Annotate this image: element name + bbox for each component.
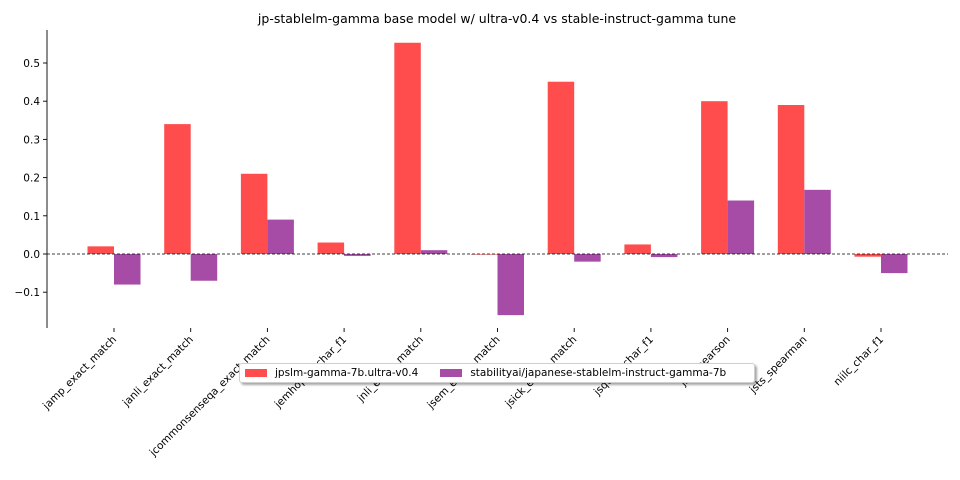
bar-series-2-jsts_pearson: [727, 200, 755, 254]
bar-series-2-jemhopqa_char_f1: [344, 254, 371, 256]
legend-swatch-series-1: [245, 369, 267, 377]
bar-series-1-janli_exact_match: [164, 124, 191, 255]
y-tick-label: 0.4: [23, 96, 40, 108]
bar-series-2-jcommonsenseqa_exact_match: [267, 219, 294, 254]
x-tick-label-janli_exact_match: janli_exact_match: [120, 334, 196, 410]
x-tick-label-niilc_char_f1: niilc_char_f1: [831, 334, 886, 389]
bar-series-1-jsick_exact_match: [547, 81, 575, 254]
bar-series-2-jamp_exact_match: [114, 254, 141, 285]
bar-series-2-niilc_char_f1: [881, 254, 908, 274]
legend: jpslm-gamma-7b.ultra-v0.4 stabilityai/ja…: [239, 363, 755, 383]
bar-series-1-jnli_exact_match: [394, 42, 421, 255]
legend-item-series-2: stabilityai/japanese-stablelm-instruct-g…: [440, 367, 726, 379]
y-tick-label: 0.0: [23, 249, 40, 261]
bar-series-1-jsts_pearson: [701, 101, 728, 254]
y-tick-label: 0.2: [23, 173, 40, 185]
x-tick-label-jsts_spearman: jsts_spearman: [747, 334, 810, 397]
bars-layer: [87, 42, 908, 316]
y-tick-label: −0.1: [15, 287, 41, 299]
bar-series-2-jsts_spearman: [804, 189, 831, 254]
y-tick-label: 0.3: [23, 134, 40, 146]
bar-series-1-niilc_char_f1: [854, 254, 881, 257]
bar-series-2-jsquad_char_f1: [650, 254, 678, 258]
y-tick-label: 0.5: [23, 58, 40, 70]
bar-series-2-jsick_exact_match: [574, 254, 601, 262]
bar-series-1-jamp_exact_match: [87, 246, 114, 254]
bar-series-1-jemhopqa_char_f1: [317, 242, 345, 254]
bar-series-1-jcommonsenseqa_exact_match: [240, 173, 268, 254]
chart-title: jp-stablelm-gamma base model w/ ultra-v0…: [257, 11, 736, 26]
x-tick-label-jamp_exact_match: jamp_exact_match: [40, 334, 119, 413]
bar-series-2-jnli_exact_match: [420, 250, 448, 254]
y-tick-label: 0.1: [23, 211, 40, 223]
bar-series-2-janli_exact_match: [190, 254, 218, 281]
legend-label-series-1: jpslm-gamma-7b.ultra-v0.4: [275, 367, 419, 379]
x-tick-label-jcommonsenseqa_exact_match: jcommonsenseqa_exact_match: [147, 334, 273, 460]
legend-swatch-series-2: [440, 369, 463, 377]
legend-item-series-1: jpslm-gamma-7b.ultra-v0.4: [245, 367, 418, 379]
bar-series-2-jsem_exact_match: [497, 254, 524, 316]
bar-series-1-jsquad_char_f1: [624, 244, 651, 254]
bar-series-1-jsts_spearman: [777, 105, 805, 255]
legend-label-series-2: stabilityai/japanese-stablelm-instruct-g…: [470, 367, 727, 379]
